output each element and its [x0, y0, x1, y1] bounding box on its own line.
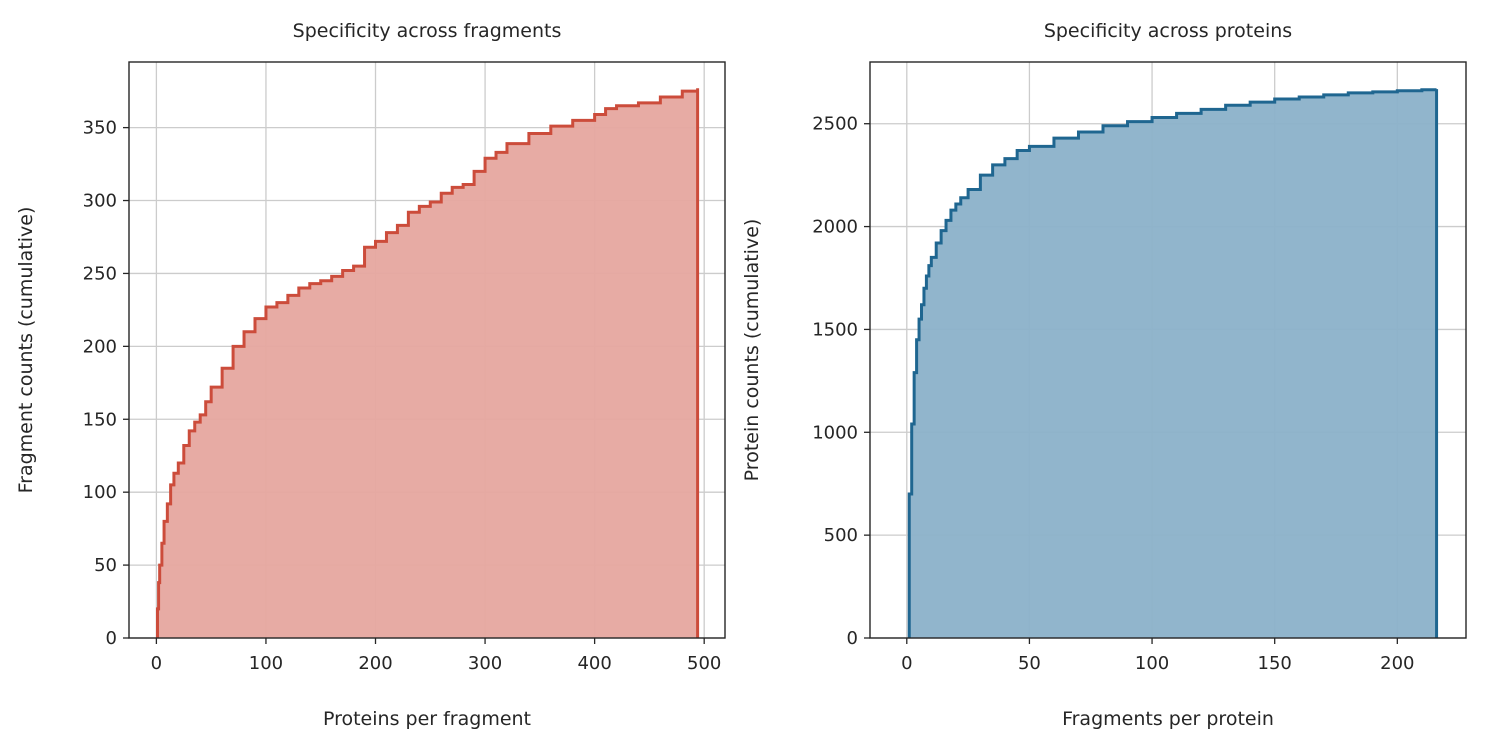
series-area-fill	[157, 88, 698, 638]
x-tick-label: 500	[687, 653, 721, 674]
y-tick-label: 1000	[812, 422, 858, 443]
x-tick-label: 0	[151, 653, 162, 674]
x-tick-label: 200	[358, 653, 392, 674]
x-tick-label: 300	[468, 653, 502, 674]
y-tick-label: 2500	[812, 114, 858, 135]
y-tick-label: 50	[94, 555, 117, 576]
x-tick-label: 100	[1135, 653, 1169, 674]
y-tick-label: 100	[83, 482, 117, 503]
plot-frame	[128, 61, 726, 639]
series-step-line	[155, 88, 700, 638]
y-axis-label: Fragment counts (cumulative)	[15, 207, 37, 494]
chart-panel-1: 0 100 200 300 400 500 0 50 100 150 200 250 300 350 Spe…	[15, 20, 726, 730]
y-tick-label: 350	[83, 118, 117, 139]
chart-title: Specificity across fragments	[293, 20, 562, 42]
plot-frame	[869, 61, 1467, 639]
series-area-fill	[909, 89, 1437, 638]
y-tick-label: 2000	[812, 217, 858, 238]
y-axis-label: Protein counts (cumulative)	[741, 219, 763, 482]
y-tick-label: 1500	[812, 319, 858, 340]
chart-panel-2: 0 50 100 150 20005001000150020002500Specific…	[741, 20, 1467, 730]
series-step-line	[907, 88, 1439, 638]
y-tick-label: 150	[83, 409, 117, 430]
y-tick-label: 300	[83, 191, 117, 212]
x-axis-label: Proteins per fragment	[323, 708, 531, 730]
y-tick-label: 0	[106, 628, 117, 649]
chart-title: Specificity across proteins	[1044, 20, 1292, 42]
x-tick-label: 50	[1018, 653, 1041, 674]
x-axis-label: Fragments per protein	[1062, 708, 1274, 730]
x-tick-label: 0	[901, 653, 912, 674]
x-tick-label: 150	[1258, 653, 1292, 674]
y-tick-label: 500	[824, 525, 858, 546]
y-tick-label: 200	[83, 336, 117, 357]
y-tick-label: 0	[847, 628, 858, 649]
y-tick-label: 250	[83, 263, 117, 284]
x-tick-label: 200	[1380, 653, 1414, 674]
x-tick-label: 400	[577, 653, 611, 674]
x-tick-label: 100	[249, 653, 283, 674]
